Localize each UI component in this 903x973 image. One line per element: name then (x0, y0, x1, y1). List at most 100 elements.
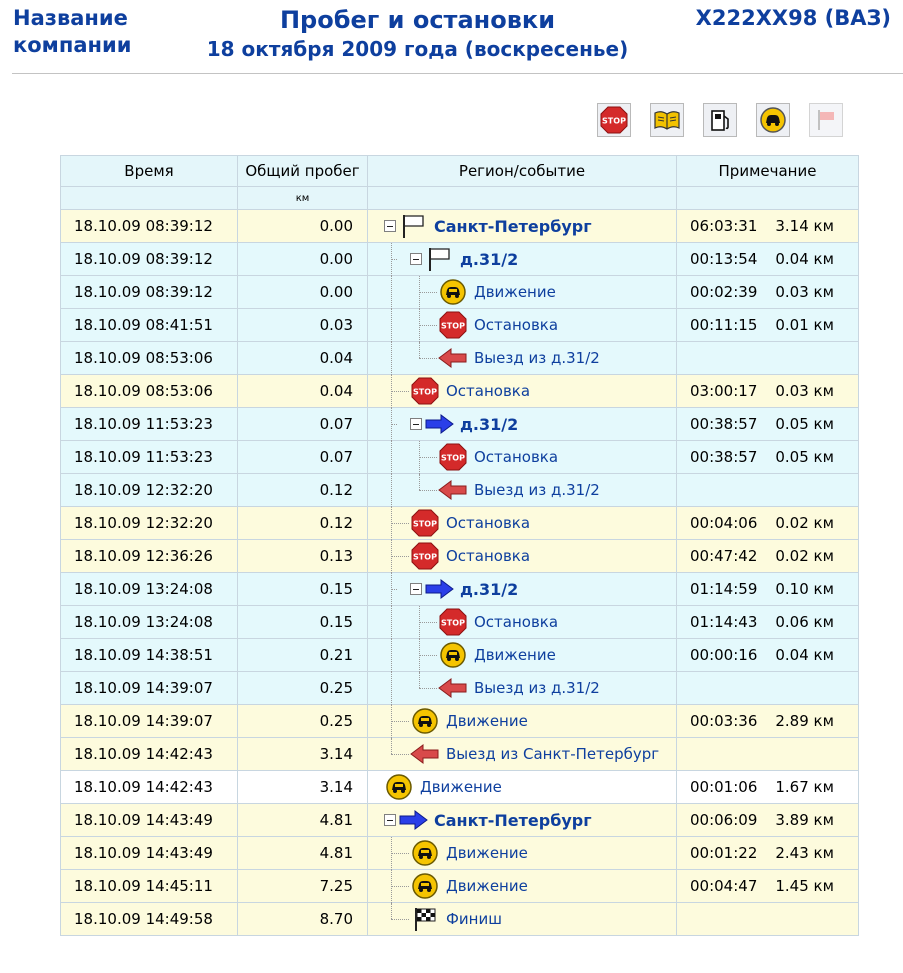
table-row[interactable]: 18.10.09 13:24:08 0.15 д.31/2 01:14:59 0.10 … (60, 572, 859, 606)
movement-filter-icon (760, 107, 786, 133)
tree-connector-vertical (391, 738, 392, 754)
header-divider (12, 73, 903, 74)
column-header-mileage[interactable]: Общий пробег (237, 155, 368, 187)
flag-filter-button[interactable] (809, 103, 843, 137)
event-label[interactable]: д.31/2 (460, 249, 519, 269)
duration-value: 03:00:17 (690, 382, 758, 400)
note-cell: 00:02:39 0.03 км (676, 275, 859, 309)
duration-value: 00:01:06 (690, 778, 758, 796)
table-row[interactable]: 18.10.09 08:53:06 0.04 STOP Остановка 03:00:… (60, 374, 859, 408)
book-filter-icon (654, 111, 680, 130)
column-header-time[interactable]: Время (60, 155, 238, 187)
event-label[interactable]: Санкт-Петербург (434, 810, 592, 830)
event-label[interactable]: Движение (420, 778, 502, 796)
event-cell: Движение (367, 275, 677, 309)
stop-sign-icon: STOP (410, 542, 440, 570)
time-cell: 18.10.09 14:39:07 (60, 704, 238, 738)
mileage-cell: 4.81 (237, 803, 368, 837)
mileage-cell: 0.15 (237, 572, 368, 606)
tree-connector-horizontal (391, 424, 397, 425)
table-row[interactable]: 18.10.09 14:43:49 4.81 Санкт-Петербург 00:0… (60, 803, 859, 837)
stop-sign-icon: STOP (438, 311, 468, 339)
table-row[interactable]: 18.10.09 12:32:20 0.12 Выезд из д.31/2 (60, 473, 859, 507)
tree-connector-vertical (419, 672, 420, 688)
event-label[interactable]: Остановка (474, 448, 559, 466)
event-label[interactable]: Остановка (474, 316, 559, 334)
time-cell: 18.10.09 14:45:11 (60, 869, 238, 903)
event-label[interactable]: Выезд из д.31/2 (474, 349, 600, 367)
table-row[interactable]: 18.10.09 08:39:12 0.00 д.31/2 00:13:54 0.04 … (60, 242, 859, 276)
table-row[interactable]: 18.10.09 12:32:20 0.12 STOP Остановка 00:04:… (60, 506, 859, 540)
report-date: 18 октября 2009 года (воскресенье) (206, 37, 629, 61)
svg-text:STOP: STOP (413, 553, 437, 562)
distance-value: 0.03 км (775, 283, 834, 301)
fuel-filter-button[interactable] (703, 103, 737, 137)
table-row[interactable]: 18.10.09 12:36:26 0.13 STOP Остановка 00:47:… (60, 539, 859, 573)
table-row[interactable]: 18.10.09 08:39:12 0.00 Санкт-Петербург 06:0… (60, 209, 859, 243)
table-row[interactable]: 18.10.09 11:53:23 0.07 д.31/2 00:38:57 0.05 … (60, 407, 859, 441)
event-label[interactable]: Движение (446, 844, 528, 862)
table-row[interactable]: 18.10.09 14:39:07 0.25 Движение 00:03:36 2.8… (60, 704, 859, 738)
event-label[interactable]: Выезд из Санкт-Петербург (446, 745, 660, 763)
note-cell: 00:38:57 0.05 км (676, 407, 859, 441)
tree-connector-horizontal (419, 292, 437, 293)
event-cell: Движение (367, 869, 677, 903)
tree-connector-parent (391, 309, 392, 342)
note-cell (676, 737, 859, 771)
table-row[interactable]: 18.10.09 08:53:06 0.04 Выезд из д.31/2 (60, 341, 859, 375)
event-label[interactable]: Выезд из д.31/2 (474, 481, 600, 499)
table-row[interactable]: 18.10.09 14:42:43 3.14 Выезд из Санкт-Пете… (60, 737, 859, 771)
table-row[interactable]: 18.10.09 14:45:11 7.25 Движение 00:04:47 1.4… (60, 869, 859, 903)
event-label[interactable]: Остановка (474, 613, 559, 631)
units-row: км (60, 186, 859, 210)
table-row[interactable]: 18.10.09 11:53:23 0.07 STOP Остановка 00:38:… (60, 440, 859, 474)
event-label[interactable]: д.31/2 (460, 414, 519, 434)
time-cell: 18.10.09 14:43:49 (60, 803, 238, 837)
event-cell: STOP Остановка (367, 539, 677, 573)
event-cell: STOP Остановка (367, 605, 677, 639)
event-label[interactable]: Движение (446, 877, 528, 895)
duration-value: 06:03:31 (690, 217, 758, 235)
event-cell: Движение (367, 638, 677, 672)
distance-value: 3.14 км (775, 217, 834, 235)
event-label[interactable]: д.31/2 (460, 579, 519, 599)
stop-filter-button[interactable]: STOP (597, 103, 631, 137)
mileage-cell: 0.12 (237, 473, 368, 507)
event-label[interactable]: Остановка (446, 514, 531, 532)
collapse-toggle[interactable] (384, 220, 396, 232)
event-label[interactable]: Остановка (446, 547, 531, 565)
event-cell: Движение (367, 704, 677, 738)
duration-value: 00:06:09 (690, 811, 758, 829)
table-row[interactable]: 18.10.09 08:39:12 0.00 Движение 00:02:39 0.0… (60, 275, 859, 309)
collapse-toggle[interactable] (410, 418, 422, 430)
table-row[interactable]: 18.10.09 13:24:08 0.15 STOP Остановка 01:14:… (60, 605, 859, 639)
table-row[interactable]: 18.10.09 14:42:43 3.14 Движение 00:01:06 1.6… (60, 770, 859, 804)
event-label[interactable]: Санкт-Петербург (434, 216, 592, 236)
event-cell: Движение (367, 770, 677, 804)
table-row[interactable]: 18.10.09 14:49:58 8.70 Финиш (60, 902, 859, 936)
column-header-note[interactable]: Примечание (676, 155, 859, 187)
collapse-toggle[interactable] (410, 583, 422, 595)
duration-value: 00:38:57 (690, 448, 758, 466)
tree-connector-horizontal (419, 688, 437, 689)
event-label[interactable]: Финиш (446, 910, 502, 928)
event-cell: STOP Остановка (367, 440, 677, 474)
company-name: Название компании (13, 5, 131, 59)
movement-filter-button[interactable] (756, 103, 790, 137)
collapse-toggle[interactable] (410, 253, 422, 265)
car-icon (410, 873, 440, 899)
column-header-event[interactable]: Регион/событие (367, 155, 677, 187)
book-filter-button[interactable] (650, 103, 684, 137)
event-label[interactable]: Движение (474, 646, 556, 664)
collapse-toggle[interactable] (384, 814, 396, 826)
event-label[interactable]: Движение (474, 283, 556, 301)
tree-connector-horizontal (419, 325, 437, 326)
event-label[interactable]: Остановка (446, 382, 531, 400)
table-row[interactable]: 18.10.09 14:38:51 0.21 Движение 00:00:16 0.0… (60, 638, 859, 672)
event-label[interactable]: Выезд из д.31/2 (474, 679, 600, 697)
duration-value: 01:14:43 (690, 613, 758, 631)
table-row[interactable]: 18.10.09 08:41:51 0.03 STOP Остановка 00:11:… (60, 308, 859, 342)
table-row[interactable]: 18.10.09 14:39:07 0.25 Выезд из д.31/2 (60, 671, 859, 705)
table-row[interactable]: 18.10.09 14:43:49 4.81 Движение 00:01:22 2.4… (60, 836, 859, 870)
event-label[interactable]: Движение (446, 712, 528, 730)
